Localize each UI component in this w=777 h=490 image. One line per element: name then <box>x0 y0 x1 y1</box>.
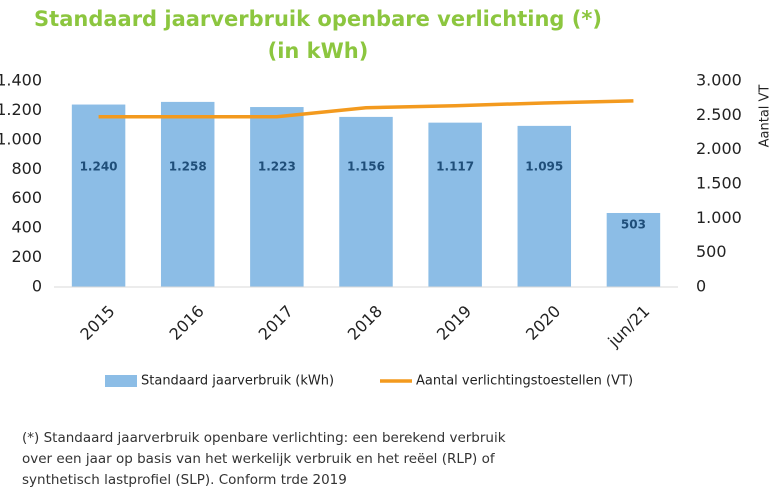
y-tick-label: 600 <box>11 188 42 207</box>
bar <box>160 101 215 287</box>
y-tick-label: 0 <box>32 277 42 296</box>
line <box>98 99 634 119</box>
bar <box>71 104 126 288</box>
y2-axis-label: Aantal VT <box>758 85 773 148</box>
y-tick-label: 400 <box>11 218 42 237</box>
value-label: 1.258 <box>169 160 207 174</box>
y-tick-label: 1.400 <box>0 71 42 90</box>
footnote: (*) Standaard jaarverbruik openbare verl… <box>22 430 506 446</box>
x-tick-label: jun/21 <box>604 302 654 352</box>
y2-tick-label: 500 <box>696 242 727 261</box>
chart-subtitle: (in kWh) <box>268 39 369 63</box>
value-label: 1.117 <box>436 160 474 174</box>
value-label: 1.095 <box>525 160 563 174</box>
y-tick-label: 1.200 <box>0 100 42 119</box>
legend-label: Standaard jaarverbruik (kWh) <box>141 374 334 389</box>
chart-title: Standaard jaarverbruik openbare verlicht… <box>34 7 602 31</box>
y2-tick-label: 0 <box>696 277 706 296</box>
legend-swatch <box>105 375 137 387</box>
y-tick-label: 200 <box>11 247 42 266</box>
y2-tick-label: 3.000 <box>696 71 742 90</box>
bar <box>250 107 304 288</box>
x-tick-label: 2017 <box>255 302 297 344</box>
legend-label: Aantal verlichtingstoestellen (VT) <box>416 374 633 389</box>
footnote: synthetisch lastprofiel (SLP). Conform t… <box>22 472 347 488</box>
value-label: 1.223 <box>258 160 296 174</box>
y-tick-label: 1.000 <box>0 129 42 148</box>
bar <box>428 122 482 288</box>
bar <box>606 212 661 287</box>
y2-tick-label: 1.500 <box>696 174 742 193</box>
x-tick-label: 2015 <box>76 302 118 344</box>
x-tick-label: 2020 <box>522 302 564 344</box>
bar <box>517 125 572 287</box>
y-tick-label: 800 <box>11 159 42 178</box>
y2-tick-label: 1.000 <box>696 208 742 227</box>
value-label: 1.240 <box>80 160 118 174</box>
y2-tick-label: 2.500 <box>696 105 742 124</box>
footnote: over een jaar op basis van het werkelijk… <box>22 451 496 467</box>
value-label: 1.156 <box>347 160 385 174</box>
value-label: 503 <box>621 217 646 231</box>
x-tick-label: 2018 <box>344 302 386 344</box>
x-tick-label: 2016 <box>165 302 207 344</box>
bar <box>339 116 393 287</box>
x-tick-label: 2019 <box>433 302 475 344</box>
y2-tick-label: 2.000 <box>696 139 742 158</box>
